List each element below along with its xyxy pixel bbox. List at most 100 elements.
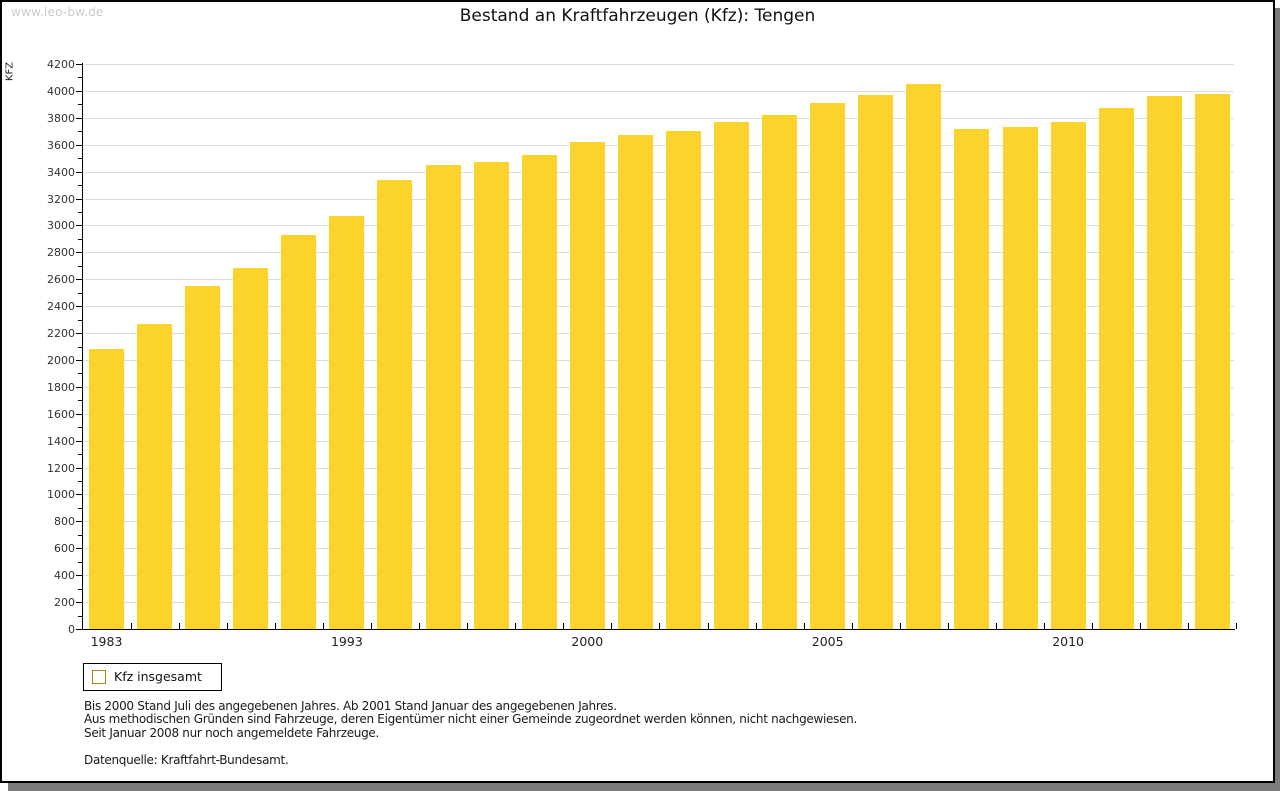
y-tick-label: 4000 bbox=[47, 84, 75, 98]
bar-2007 bbox=[906, 84, 942, 629]
x-tick bbox=[419, 623, 421, 629]
y-tick-major bbox=[76, 90, 82, 92]
x-tick-label-1993: 1993 bbox=[330, 634, 363, 649]
gridline bbox=[83, 90, 1234, 92]
x-tick bbox=[515, 623, 517, 629]
y-tick-minor bbox=[78, 400, 82, 402]
gridline bbox=[83, 117, 1234, 119]
bar-1991 bbox=[281, 234, 317, 629]
gridline bbox=[83, 64, 1234, 65]
y-tick-major bbox=[76, 440, 82, 442]
gridline bbox=[83, 602, 1234, 604]
x-tick bbox=[611, 623, 613, 629]
y-tick-minor bbox=[78, 561, 82, 563]
y-tick-label: 3200 bbox=[47, 192, 75, 206]
y-tick-minor bbox=[78, 454, 82, 456]
x-tick bbox=[370, 623, 372, 629]
y-tick-major bbox=[76, 359, 82, 361]
y-tick-major bbox=[76, 225, 82, 227]
y-tick-minor bbox=[78, 292, 82, 294]
frame-shadow-right bbox=[1275, 8, 1280, 791]
y-tick-label: 3400 bbox=[47, 165, 75, 179]
bar-1999 bbox=[521, 155, 557, 629]
y-tick-label: 3800 bbox=[47, 111, 75, 125]
y-tick-major bbox=[76, 548, 82, 550]
bar-2012 bbox=[1146, 96, 1182, 629]
gridline bbox=[83, 279, 1234, 281]
legend-swatch-icon bbox=[92, 670, 106, 684]
footnote-line: Datenquelle: Kraftfahrt-Bundesamt. bbox=[84, 752, 289, 767]
gridline bbox=[83, 494, 1234, 496]
y-tick-minor bbox=[78, 481, 82, 483]
x-tick bbox=[467, 623, 469, 629]
y-tick-minor bbox=[78, 211, 82, 213]
x-tick bbox=[851, 623, 853, 629]
bar-1985 bbox=[137, 323, 173, 629]
y-tick-major bbox=[76, 575, 82, 577]
gridline bbox=[83, 386, 1234, 388]
gridline bbox=[83, 440, 1234, 442]
y-tick-major bbox=[76, 521, 82, 523]
x-tick bbox=[274, 623, 276, 629]
y-tick-label: 600 bbox=[54, 542, 75, 556]
y-tick-major bbox=[76, 306, 82, 308]
x-tick bbox=[995, 623, 997, 629]
x-tick bbox=[226, 623, 228, 629]
bar-2011 bbox=[1098, 108, 1134, 629]
y-tick-major bbox=[76, 171, 82, 173]
x-tick bbox=[659, 623, 661, 629]
y-tick-major bbox=[76, 333, 82, 335]
y-tick-label: 400 bbox=[54, 569, 75, 583]
bar-2005 bbox=[810, 103, 846, 629]
bar-1997 bbox=[425, 164, 461, 629]
gridline bbox=[83, 521, 1234, 523]
gridline bbox=[83, 171, 1234, 173]
bar-1983 bbox=[89, 349, 124, 629]
gridline bbox=[83, 144, 1234, 146]
x-tick bbox=[755, 623, 757, 629]
y-tick-minor bbox=[78, 158, 82, 160]
bar-2006 bbox=[858, 94, 894, 629]
footnote-line bbox=[84, 740, 857, 753]
y-tick-minor bbox=[78, 373, 82, 375]
y-tick-label: 2000 bbox=[47, 353, 75, 367]
bar-2001 bbox=[617, 135, 653, 629]
legend-box: Kfz insgesamt bbox=[83, 663, 222, 691]
x-axis-line bbox=[82, 629, 1235, 630]
y-tick-minor bbox=[78, 77, 82, 79]
legend-label: Kfz insgesamt bbox=[114, 669, 202, 684]
footnote-line: Aus methodischen Gründen sind Fahrzeuge,… bbox=[84, 712, 857, 727]
y-tick-minor bbox=[78, 588, 82, 590]
x-tick bbox=[947, 623, 949, 629]
x-tick bbox=[899, 623, 901, 629]
bar-2010 bbox=[1050, 121, 1086, 629]
bar-2009 bbox=[1002, 127, 1038, 629]
y-axis-line bbox=[82, 63, 83, 630]
y-tick-major bbox=[76, 602, 82, 604]
bar-2000 bbox=[569, 142, 605, 629]
x-tick bbox=[1044, 623, 1046, 629]
y-tick-major bbox=[76, 467, 82, 469]
x-tick bbox=[563, 623, 565, 629]
y-tick-minor bbox=[78, 346, 82, 348]
x-tick-label-1983: 1983 bbox=[90, 634, 123, 649]
y-tick-label: 2800 bbox=[47, 246, 75, 260]
bar-1989 bbox=[233, 268, 269, 629]
gridline bbox=[83, 548, 1234, 550]
gridline bbox=[83, 198, 1234, 200]
bar-1995 bbox=[377, 179, 413, 629]
y-tick-minor bbox=[78, 319, 82, 321]
y-tick-major bbox=[76, 386, 82, 388]
bar-1987 bbox=[185, 285, 221, 629]
y-tick-label: 1200 bbox=[47, 461, 75, 475]
bar-1993 bbox=[329, 216, 365, 629]
bar-2004 bbox=[762, 115, 798, 629]
x-tick bbox=[1092, 623, 1094, 629]
chart-title: Bestand an Kraftfahrzeugen (Kfz): Tengen bbox=[459, 6, 816, 26]
y-tick-minor bbox=[78, 104, 82, 106]
y-tick-major bbox=[76, 494, 82, 496]
y-tick-minor bbox=[78, 427, 82, 429]
gridline bbox=[83, 413, 1234, 415]
